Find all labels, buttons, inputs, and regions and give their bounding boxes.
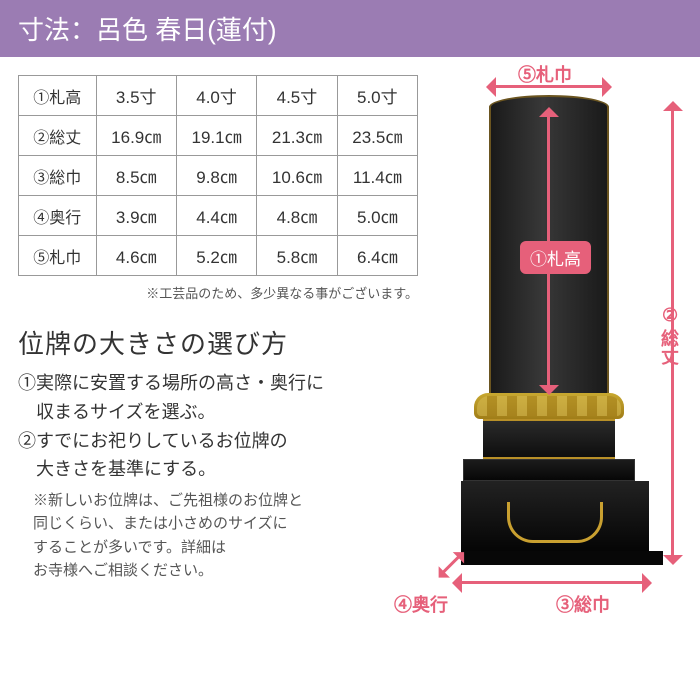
diagram: ⑤札巾 ①札高 ② 総丈 ③総巾 ④奥行 (426, 75, 686, 635)
table-cell: 5.0寸 (337, 76, 417, 116)
table-row: ③総巾8.5㎝9.8㎝10.6㎝11.4㎝ (19, 156, 418, 196)
header-title: 寸法：呂色 春日(蓮付) (18, 15, 277, 45)
dimensions-table: ①札高3.5寸4.0寸4.5寸5.0寸②総丈16.9㎝19.1㎝21.3㎝23.… (18, 75, 418, 276)
left-column: ①札高3.5寸4.0寸4.5寸5.0寸②総丈16.9㎝19.1㎝21.3㎝23.… (18, 75, 418, 635)
label-soujyo-text: 総丈 (656, 329, 682, 365)
label-fudahaba: ⑤札巾 (518, 61, 572, 87)
table-cell: 8.5㎝ (96, 156, 176, 196)
table-row: ②総丈16.9㎝19.1㎝21.3㎝23.5㎝ (19, 116, 418, 156)
table-cell: 4.4㎝ (176, 196, 256, 236)
note-line3: することが多いです。詳細は (33, 536, 418, 559)
label-fudadaka: ①札高 (520, 241, 591, 274)
label-soujyo-num: ② (662, 305, 678, 326)
table-cell: 6.4㎝ (337, 236, 417, 276)
guide-title: 位牌の大きさの選び方 (18, 324, 418, 361)
table-cell: 9.8㎝ (176, 156, 256, 196)
label-souhaba: ③総巾 (556, 591, 610, 617)
table-cell: ①札高 (19, 76, 97, 116)
table-row: ①札高3.5寸4.0寸4.5寸5.0寸 (19, 76, 418, 116)
table-cell: 5.0㎝ (337, 196, 417, 236)
table-cell: 16.9㎝ (96, 116, 176, 156)
note-line2: 同じくらい、または小さめのサイズに (33, 512, 418, 535)
table-cell: ④奥行 (19, 196, 97, 236)
table-cell: 5.2㎝ (176, 236, 256, 276)
table-cell: 5.8㎝ (257, 236, 337, 276)
table-cell: 4.0寸 (176, 76, 256, 116)
table-cell: 4.5寸 (257, 76, 337, 116)
foot (461, 551, 663, 565)
table-cell: 19.1㎝ (176, 116, 256, 156)
note-line4: お寺様へご相談ください。 (33, 559, 418, 582)
table-cell: 4.6㎝ (96, 236, 176, 276)
header-bar: 寸法：呂色 春日(蓮付) (0, 0, 700, 57)
content-row: ①札高3.5寸4.0寸4.5寸5.0寸②総丈16.9㎝19.1㎝21.3㎝23.… (0, 57, 700, 635)
note-line1: ※新しいお位牌は、ご先祖様のお位牌と (33, 489, 418, 512)
label-okuyuki: ④奥行 (394, 591, 448, 617)
tip2-line2: 大きさを基準にする。 (18, 455, 418, 484)
tip2-line1: ②すでにお祀りしているお位牌の (18, 427, 418, 456)
table-row: ⑤札巾4.6㎝5.2㎝5.8㎝6.4㎝ (19, 236, 418, 276)
arrow-souhaba (456, 581, 648, 584)
base-upper (463, 459, 635, 481)
base-lower (461, 481, 649, 551)
tip1-line1: ①実際に安置する場所の高さ・奥行に (18, 369, 418, 398)
tip1-line2: 収まるサイズを選ぶ。 (18, 398, 418, 427)
table-cell: ⑤札巾 (19, 236, 97, 276)
note: ※新しいお位牌は、ご先祖様のお位牌と 同じくらい、または小さめのサイズに するこ… (18, 489, 418, 582)
table-disclaimer: ※工芸品のため、多少異なる事がございます。 (18, 283, 418, 302)
table-cell: ③総巾 (19, 156, 97, 196)
table-cell: 3.5寸 (96, 76, 176, 116)
table-row: ④奥行3.9㎝4.4㎝4.8㎝5.0㎝ (19, 196, 418, 236)
table-cell: 11.4㎝ (337, 156, 417, 196)
guide-tips: ①実際に安置する場所の高さ・奥行に 収まるサイズを選ぶ。 ②すでにお祀りしている… (18, 369, 418, 582)
table-cell: 21.3㎝ (257, 116, 337, 156)
mid-block (483, 419, 615, 459)
table-cell: 10.6㎝ (257, 156, 337, 196)
table-cell: ②総丈 (19, 116, 97, 156)
table-cell: 3.9㎝ (96, 196, 176, 236)
table-cell: 4.8㎝ (257, 196, 337, 236)
table-cell: 23.5㎝ (337, 116, 417, 156)
